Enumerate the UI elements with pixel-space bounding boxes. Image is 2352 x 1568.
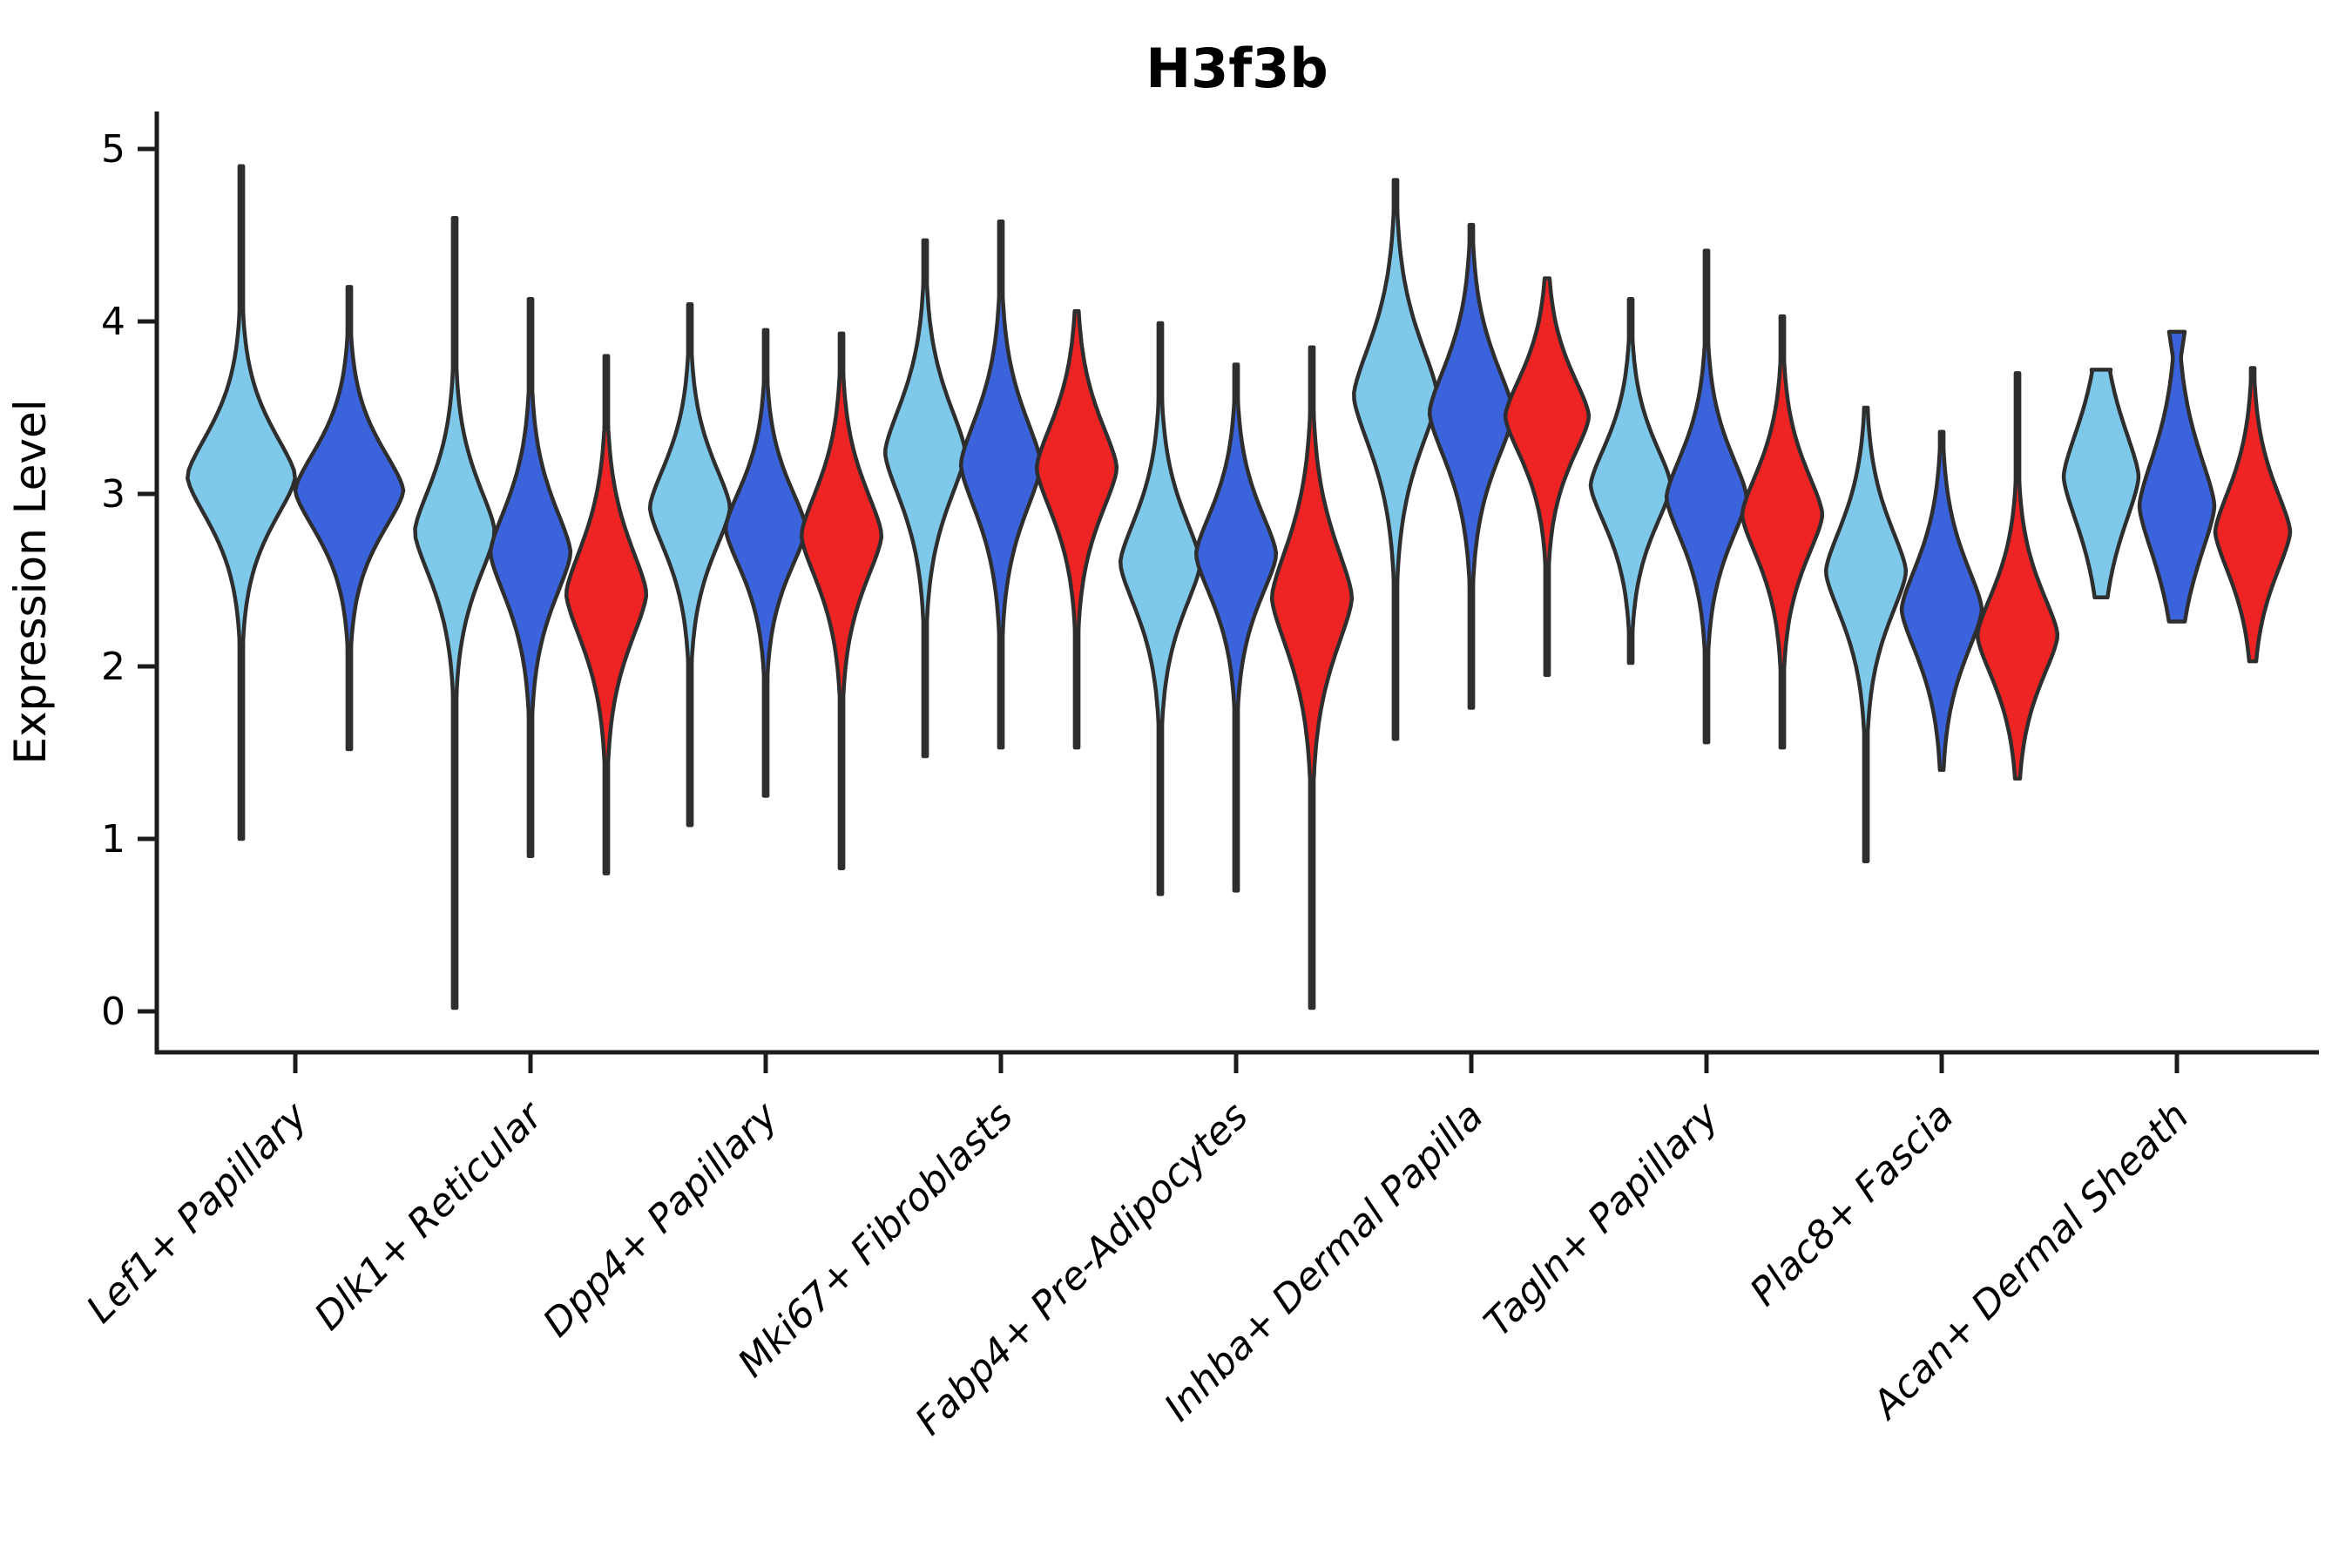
violin-inhba-dermal-papilla-split-1 xyxy=(1352,178,1439,741)
violin-tagln-papillary-split-2 xyxy=(1664,248,1749,745)
violin-tagln-papillary-split-3 xyxy=(1740,314,1825,750)
violin-fabp4-pre-adipocytes-split-1 xyxy=(1118,321,1203,896)
violin-dlk1-reticular-split-1 xyxy=(413,215,497,1010)
x-tick-label-tagln-papillary: Tagln+ Papillary xyxy=(1476,1093,1727,1345)
violin-plac8-fascia-split-2 xyxy=(1899,429,1984,773)
violin-acan-dermal-sheath-split-3 xyxy=(2213,366,2293,664)
x-tick-label-lef1-papillary: Lef1+ Papillary xyxy=(78,1093,317,1332)
y-tick-label-4: 4 xyxy=(101,300,125,344)
violin-dlk1-reticular-split-2 xyxy=(488,297,573,859)
violin-mki67-fibroblasts-split-1 xyxy=(883,238,967,759)
violins-layer xyxy=(186,164,2293,1010)
x-tick-label-plac8-fascia: Plac8+ Fascia xyxy=(1741,1094,1962,1315)
violin-inhba-dermal-papilla-split-2 xyxy=(1427,222,1516,710)
x-tick-label-dlk1-reticular: Dlk1+ Reticular xyxy=(306,1092,552,1339)
violin-mki67-fibroblasts-split-2 xyxy=(958,219,1044,750)
violin-dpp4-papillary-split-1 xyxy=(647,301,733,828)
y-tick-label-2: 2 xyxy=(101,645,125,689)
violin-dlk1-reticular-split-3 xyxy=(564,354,649,875)
x-tick-label-dpp4-papillary: Dpp4+ Papillary xyxy=(535,1093,787,1346)
violin-lef1-papillary-split-2 xyxy=(293,285,406,752)
violin-plac8-fascia-split-3 xyxy=(1975,371,2060,781)
violin-acan-dermal-sheath-split-1 xyxy=(2061,368,2141,600)
violin-tagln-papillary-split-1 xyxy=(1588,297,1673,666)
violin-mki67-fibroblasts-split-3 xyxy=(1034,308,1119,750)
violin-plac8-fascia-split-1 xyxy=(1823,405,1909,863)
y-tick-label-3: 3 xyxy=(101,472,125,517)
violin-inhba-dermal-papilla-split-3 xyxy=(1503,276,1592,678)
y-axis-label: Expression Level xyxy=(5,399,56,764)
y-tick-label-1: 1 xyxy=(101,817,125,862)
violin-dpp4-papillary-split-2 xyxy=(723,328,808,798)
violin-fabp4-pre-adipocytes-split-2 xyxy=(1193,362,1279,893)
violin-fabp4-pre-adipocytes-split-3 xyxy=(1269,345,1355,1010)
violin-acan-dermal-sheath-split-2 xyxy=(2137,329,2217,624)
chart-title: H3f3b xyxy=(1146,37,1328,100)
y-tick-label-0: 0 xyxy=(101,990,125,1034)
y-tick-label-5: 5 xyxy=(101,127,125,172)
violin-lef1-papillary-split-1 xyxy=(186,164,297,841)
violin-dpp4-papillary-split-3 xyxy=(799,331,884,870)
